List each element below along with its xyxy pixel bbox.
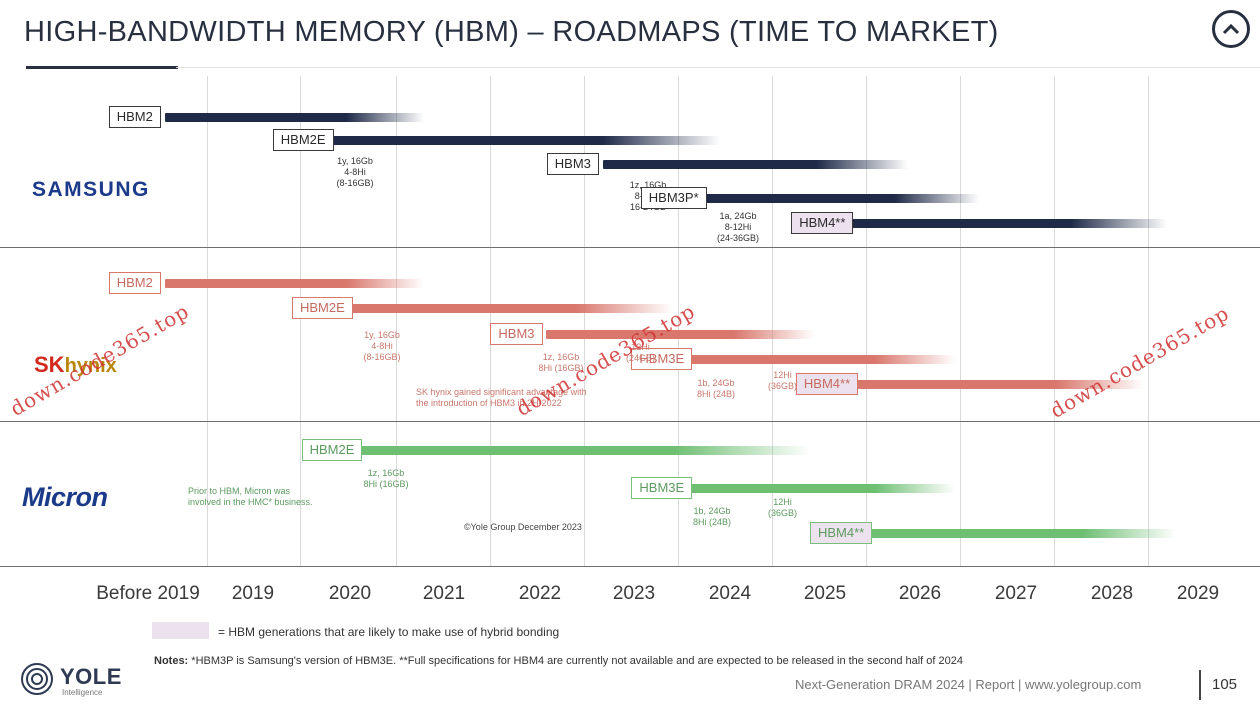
samsung-spec-hbm2e: 1y, 16Gb 4-8Hi (8-16GB) [336,156,374,188]
yole-logo-icon [21,663,53,695]
samsung-label-hbm3: HBM3 [546,153,599,175]
hynix-hbm3-extra-spec: 12Hi (24GB) [626,342,656,363]
year-tick-label: 2021 [422,583,466,604]
micron-logo: Micron [22,482,108,512]
chevron-up-icon [1222,23,1240,35]
hynix-label-hbm3: HBM3 [490,323,543,345]
year-gridline [207,76,208,566]
year-tick-label: 2023 [612,583,656,604]
year-tick-label: 2029 [1176,583,1220,604]
title-underline [26,66,178,69]
year-gridline [678,76,679,566]
hynix-label-hbm2: HBM2 [108,272,161,294]
year-tick-label: Before 2019 [96,583,200,604]
year-gridline [396,76,397,566]
micron-label-hbm3e: HBM3E [631,477,693,499]
micron-spec-hbm2e: 1z, 16Gb 8Hi (16GB) [363,468,409,489]
yole-brand-sub: Intelligence [62,688,103,697]
micron-label-hbm2e: HBM2E [301,439,363,461]
samsung-label-hbm3p: HBM3P* [640,187,707,209]
sk-hynix-logo-hynix: hynix [64,355,117,377]
year-tick-label: 2020 [328,583,372,604]
yole-brand-name: YOLE [60,664,122,689]
year-gridline [866,76,867,566]
samsung-bar-hbm3 [602,160,909,169]
year-gridline [1054,76,1055,566]
samsung-label-hbm4: HBM4** [791,212,854,234]
year-tick-label: 2027 [994,583,1038,604]
page-number: 105 [1212,676,1238,693]
samsung-spec-hbm3p: 1a, 24Gb 8-12Hi (24-36GB) [716,211,760,243]
footer-divider [1199,670,1201,700]
year-gridline [772,76,773,566]
section-separator [0,421,1260,422]
footnotes-label: Notes: [154,655,189,667]
footnotes: Notes: *HBM3P is Samsung's version of HB… [154,655,963,667]
hynix-bar-hbm3 [546,330,815,339]
hynix-spec-hbm3: 1z, 16Gb 8Hi (16GB) [538,352,584,373]
hynix-bar-hbm3e [687,355,956,364]
year-gridline [490,76,491,566]
year-tick-label: 2022 [518,583,562,604]
top-divider [176,67,1260,68]
section-separator [0,566,1260,567]
samsung-bar-hbm4 [847,219,1167,228]
samsung-bar-hbm3p [696,194,979,203]
micron-bar-hbm3e [687,484,956,493]
micron-bar-hbm4 [866,529,1177,538]
year-tick-label: 2024 [708,583,752,604]
hynix-bar-hbm4 [851,380,1144,389]
legend-hybrid-swatch [152,622,209,639]
legend-hybrid-text: = HBM generations that are likely to mak… [218,625,560,639]
watermark-3: down.code365.top [1046,300,1234,423]
year-gridline [584,76,585,566]
samsung-logo: SAMSUNG [32,178,150,201]
hynix-spec-hbm2e: 1y, 16Gb 4-8Hi (8-16GB) [363,330,401,362]
micron-spec-hbm3e: 1b, 24Gb 8Hi (24B) [692,506,731,527]
footer-text: Next-Generation DRAM 2024 | Report | www… [795,677,1142,692]
hynix-hbm3e-extra-spec: 12Hi (36GB) [768,370,798,391]
page-title: HIGH-BANDWIDTH MEMORY (HBM) – ROADMAPS (… [24,16,999,48]
year-tick-label: 2019 [231,583,275,604]
year-gridline [1148,76,1149,566]
year-tick-label: 2025 [803,583,847,604]
micron-label-hbm4: HBM4** [810,522,873,544]
section-separator [0,247,1260,248]
scroll-top-button[interactable] [1212,10,1250,48]
copyright: ©Yole Group December 2023 [464,522,582,532]
sk-hynix-logo: SKhynix [34,352,117,378]
year-tick-label: 2028 [1090,583,1134,604]
micron-note: Prior to HBM, Micron was involved in the… [188,486,313,507]
hynix-label-hbm4: HBM4** [795,373,859,395]
hynix-bar-hbm2e [348,304,674,313]
samsung-bar-hbm2e [328,136,721,145]
year-gridline [300,76,301,566]
samsung-bar-hbm2 [164,113,425,122]
micron-bar-hbm2e [357,446,810,455]
hynix-label-hbm2e: HBM2E [292,297,353,319]
samsung-label-hbm2: HBM2 [108,106,161,128]
hynix-spec-hbm3e: 1b, 24Gb 8Hi (24B) [696,378,735,399]
hynix-bar-hbm2 [164,279,425,288]
samsung-label-hbm2e: HBM2E [272,129,334,151]
sk-hynix-logo-sk: SK [34,352,65,377]
year-gridline [960,76,961,566]
hynix-label-hbm3e: HBM3E [631,348,693,370]
hynix-note: SK hynix gained significant advantage wi… [416,387,587,408]
year-tick-label: 2026 [898,583,942,604]
footnotes-text: *HBM3P is Samsung's version of HBM3E. **… [188,655,963,667]
micron-hbm3e-extra-spec: 12Hi (36GB) [768,497,798,518]
